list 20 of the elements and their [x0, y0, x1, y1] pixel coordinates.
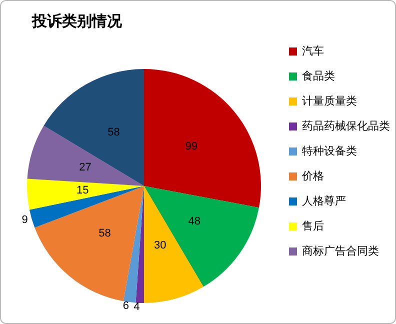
- data-label: 58: [108, 126, 120, 138]
- data-label: 6: [122, 300, 130, 312]
- data-label: 30: [154, 239, 166, 252]
- data-label: 58: [98, 227, 111, 240]
- legend-label: 人格尊严: [302, 194, 346, 208]
- data-label: 99: [185, 140, 198, 153]
- data-label: 27: [79, 162, 92, 174]
- legend-label: 商标广告合同类: [302, 244, 379, 258]
- data-label: 48: [188, 215, 200, 228]
- data-label: 4: [134, 300, 140, 313]
- data-label: 15: [76, 184, 89, 196]
- legend-label: 售后: [302, 220, 324, 232]
- legend-label: 特种设备类: [302, 144, 357, 158]
- legend-label: 价格: [301, 170, 324, 182]
- legend-label: 计量质量类: [302, 94, 357, 108]
- legend-label: 食品类: [302, 70, 335, 82]
- chart-title: 投诉类别情况: [31, 13, 123, 30]
- legend-label: 汽车: [302, 44, 324, 58]
- data-label: 9: [22, 214, 28, 226]
- legend-label: 药品药械保化品类: [302, 120, 390, 132]
